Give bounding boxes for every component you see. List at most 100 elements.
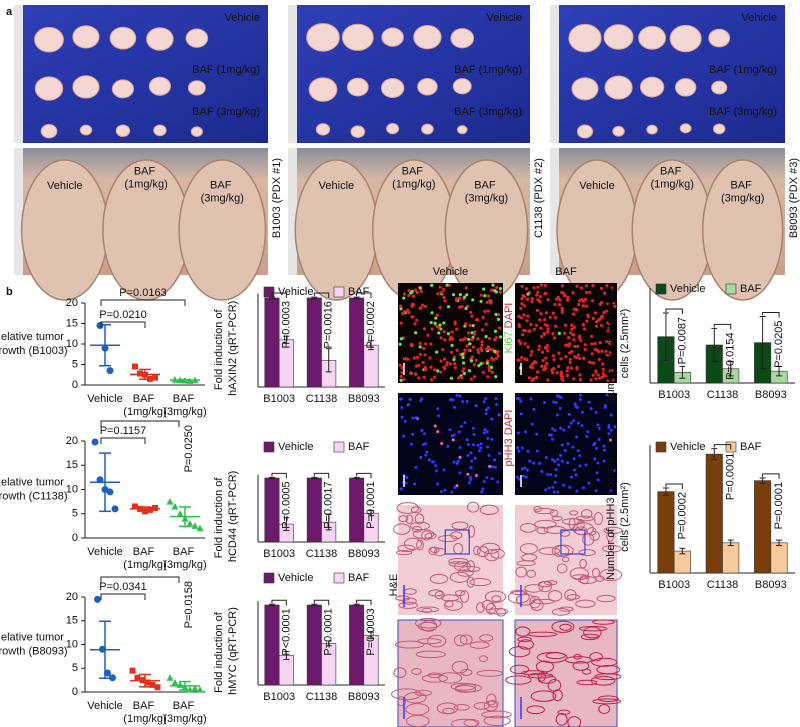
tissue-fiber — [436, 702, 459, 715]
data-point — [132, 503, 138, 510]
nucleus — [586, 313, 590, 317]
nucleus — [597, 357, 601, 362]
text-line: Relative tumor — [0, 631, 67, 643]
x-tick-label: B8093 — [348, 691, 380, 703]
nucleus — [553, 459, 557, 463]
tumor-group-label: BAF (1mg/kg) — [454, 64, 522, 76]
nucleus — [419, 455, 423, 459]
tissue-fiber — [507, 590, 530, 604]
nucleus — [455, 462, 459, 466]
tissue-fiber — [421, 674, 449, 683]
tissue-fiber — [583, 626, 602, 639]
nucleus — [558, 298, 562, 302]
nucleus — [603, 374, 607, 378]
nucleus — [599, 315, 604, 319]
nucleus — [566, 461, 570, 465]
nucleus — [553, 428, 557, 432]
nucleus — [520, 446, 524, 450]
nucleus — [575, 489, 579, 493]
bar — [264, 604, 280, 686]
x-tick-label: B8093 — [755, 389, 787, 401]
y-tick-label: 20 — [66, 435, 78, 447]
tissue-fiber — [574, 526, 588, 536]
tissue-fiber — [476, 546, 490, 558]
mouse-label: BAF (1mg/kg) — [392, 165, 435, 190]
text-line: (1mg/kg) — [650, 178, 693, 190]
nucleus — [556, 364, 561, 368]
tumor — [413, 25, 442, 50]
tumor — [638, 25, 667, 50]
nucleus — [557, 331, 561, 335]
text-line: (3mg/kg) — [163, 559, 206, 571]
nucleus — [551, 437, 555, 441]
tissue-fiber — [589, 652, 603, 662]
nucleus — [542, 367, 546, 372]
data-point — [166, 674, 174, 681]
tumor-group-label: Vehicle — [225, 12, 260, 24]
nucleus — [487, 453, 491, 457]
nucleus — [562, 483, 566, 487]
tumor — [612, 125, 625, 137]
nucleus — [572, 457, 576, 461]
nucleus — [419, 289, 423, 294]
nucleus — [462, 367, 466, 371]
data-point — [147, 506, 153, 513]
nucleus — [476, 318, 480, 322]
nucleus — [520, 297, 524, 301]
nucleus — [399, 304, 403, 308]
nucleus — [418, 286, 422, 290]
nucleus — [408, 397, 412, 401]
text-line: cells (2.5mm²) — [619, 309, 631, 379]
tissue-fiber — [449, 571, 470, 583]
nucleus — [575, 365, 579, 370]
legend-label: Vehicle — [278, 572, 313, 584]
nucleus — [544, 356, 548, 360]
nucleus — [551, 332, 555, 336]
nucleus — [469, 466, 473, 470]
nucleus — [585, 434, 589, 438]
nucleus — [584, 463, 588, 467]
tissue-fiber — [405, 703, 430, 716]
nucleus — [546, 327, 550, 331]
nucleus — [535, 432, 539, 436]
nucleus — [470, 314, 474, 318]
nucleus — [474, 358, 478, 362]
nucleus — [465, 293, 469, 297]
text-line: Relative tumor — [0, 331, 67, 343]
legend-swatch — [263, 572, 275, 584]
nucleus — [571, 445, 575, 449]
nucleus — [523, 329, 527, 333]
nucleus — [493, 289, 497, 293]
legend-swatch — [655, 283, 667, 295]
tissue-fiber — [569, 567, 589, 581]
tumor — [450, 28, 475, 49]
tumor — [456, 125, 468, 135]
data-point — [137, 370, 143, 377]
nucleus — [537, 344, 542, 348]
text-line: Fold induction of — [213, 609, 225, 693]
nucleus — [556, 490, 560, 494]
x-tick-label: BAF (1mg/kg) — [123, 700, 166, 725]
nucleus — [469, 478, 473, 482]
tissue-fiber — [443, 599, 463, 611]
nucleus — [424, 442, 428, 446]
nucleus — [466, 453, 470, 457]
nucleus — [436, 407, 440, 411]
nucleus — [559, 357, 563, 361]
y-tick-label: 0 — [72, 379, 78, 391]
nucleus — [605, 329, 609, 333]
tumor — [639, 76, 665, 98]
tissue-fiber — [397, 696, 406, 707]
nucleus — [521, 474, 525, 478]
tumor — [646, 124, 658, 135]
tissue-fiber — [398, 515, 409, 523]
nucleus — [488, 347, 492, 351]
row-label: pHH3 DAPI — [503, 410, 515, 467]
nucleus — [476, 337, 480, 341]
tumor-group-label: BAF (3mg/kg) — [192, 106, 260, 118]
nucleus — [546, 297, 550, 302]
y-tick-label: 10 — [66, 483, 78, 495]
nucleus — [466, 472, 470, 476]
tissue-fiber — [394, 640, 425, 649]
nucleus — [428, 356, 432, 360]
